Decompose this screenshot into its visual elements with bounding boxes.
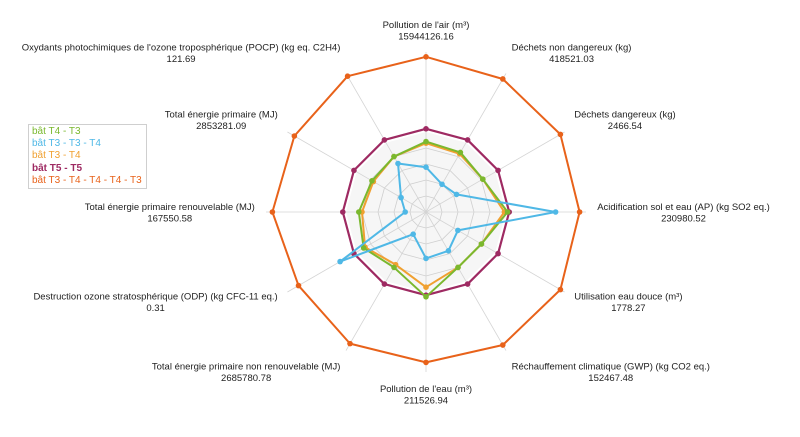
series-0-point-6 (423, 359, 429, 366)
axis-label-1: Déchets non dangereux (kg) (512, 43, 632, 54)
series-3-point-10 (369, 178, 375, 184)
series-0-point-1 (500, 76, 506, 82)
series-4-point-10 (398, 194, 404, 201)
axis-value-2: 2466.54 (608, 121, 642, 132)
series-4-point-2 (453, 191, 460, 198)
series-3-point-7 (391, 264, 397, 271)
series-4-point-3 (552, 209, 559, 215)
series-4-point-0 (423, 164, 429, 170)
series-1-point-0 (423, 126, 429, 132)
grid-spoke-5 (425, 211, 507, 351)
series-3 (356, 138, 511, 300)
series-4-point-5 (445, 247, 452, 254)
series-3-point-0 (423, 138, 429, 145)
series-1-point-11 (381, 137, 388, 143)
series-4-point-8 (337, 258, 343, 265)
series-0-point-3 (576, 209, 583, 215)
series-1-point-1 (464, 137, 471, 143)
axis-value-9: 167550.58 (147, 214, 192, 225)
axis-value-10: 2853281.09 (196, 121, 246, 132)
axis-label-8: Destruction ozone stratosphérique (ODP) … (33, 292, 277, 303)
series-1-point-10 (351, 167, 357, 174)
series-0 (269, 54, 583, 366)
axis-label-10: Total énergie primaire (MJ) (165, 109, 278, 120)
series-1-point-5 (464, 281, 471, 287)
series-0-point-2 (557, 131, 564, 138)
grid-spoke-2 (425, 131, 565, 213)
legend-item-4[interactable]: bât T3 - T4 - T4 - T4 - T3 (32, 174, 142, 186)
series-3-point-9 (356, 209, 362, 215)
axis-label-4: Utilisation eau douce (m³) (574, 292, 682, 303)
series-3-point-3 (504, 209, 511, 215)
series-4-point-7 (410, 231, 417, 237)
axis-value-1: 418521.03 (549, 54, 594, 65)
series-0-point-5 (500, 342, 506, 348)
series-0-point-7 (347, 340, 353, 347)
series-0-point-8 (295, 282, 302, 289)
legend-item-0[interactable]: bât T4 - T3 (32, 126, 81, 137)
axis-label-2: Déchets dangereux (kg) (574, 109, 675, 120)
series-0-point-11 (344, 73, 351, 80)
series-4-point-9 (402, 209, 409, 215)
axis-label-3: Acidification sol et eau (AP) (kg SO2 eq… (597, 202, 770, 213)
axis-label-0: Pollution de l'air (m³) (383, 20, 470, 31)
series-4-point-6 (423, 255, 429, 262)
series-3-point-8 (360, 245, 367, 251)
series-3-point-4 (478, 241, 485, 247)
axis-value-11: 121.69 (167, 54, 196, 65)
radar-series (269, 54, 583, 366)
series-0-point-9 (269, 209, 276, 215)
series-3-point-1 (457, 149, 464, 156)
series-2-point-6 (423, 284, 429, 291)
legend-item-3[interactable]: bât T5 - T5 (32, 162, 83, 174)
series-0-point-0 (423, 54, 429, 60)
series-1-point-2 (495, 167, 501, 174)
grid-spoke-1 (425, 73, 507, 213)
series-4-point-4 (455, 227, 461, 234)
axis-value-7: 2685780.78 (221, 373, 271, 384)
axis-value-5: 152467.48 (588, 373, 633, 384)
grid-spoke-4 (425, 211, 565, 293)
axis-label-5: Réchauffement climatique (GWP) (kg CO2 e… (512, 361, 710, 372)
series-0-point-10 (291, 133, 298, 139)
axis-label-6: Pollution de l'eau (m³) (380, 384, 472, 395)
series-3-point-6 (423, 294, 429, 300)
axis-value-0: 15944126.16 (398, 31, 453, 42)
series-3-point-2 (480, 176, 486, 182)
axis-value-3: 230980.52 (661, 214, 706, 225)
series-3-point-11 (391, 153, 397, 160)
axis-value-4: 1778.27 (611, 303, 645, 314)
axis-value-8: 0.31 (146, 303, 165, 314)
axis-label-9: Total énergie primaire renouvelable (MJ) (85, 202, 255, 213)
axis-label-7: Total énergie primaire non renouvelable … (152, 361, 341, 372)
radar-grid (266, 52, 586, 372)
series-1-point-4 (495, 250, 501, 257)
axis-value-6: 211526.94 (404, 396, 448, 407)
series-4 (337, 160, 559, 265)
series-4-point-1 (439, 181, 445, 188)
series-0-point-4 (557, 286, 564, 293)
legend-item-1[interactable]: bât T3 - T3 - T4 (32, 138, 101, 150)
grid-spoke-8 (287, 211, 427, 293)
legend-item-2[interactable]: bât T3 - T4 (32, 150, 81, 162)
legend: bât T4 - T3 bât T3 - T3 - T4 bât T3 - T4… (28, 124, 147, 190)
series-3-point-5 (455, 264, 461, 271)
series-4-point-11 (395, 160, 401, 167)
axis-labels: Pollution de l'air (m³)15944126.16 Déchet… (22, 20, 770, 407)
series-1-point-9 (340, 209, 346, 215)
series-1-point-7 (381, 281, 388, 287)
grid-spoke-11 (345, 73, 427, 213)
axis-label-11: Oxydants photochimiques de l'ozone tropo… (22, 43, 341, 54)
